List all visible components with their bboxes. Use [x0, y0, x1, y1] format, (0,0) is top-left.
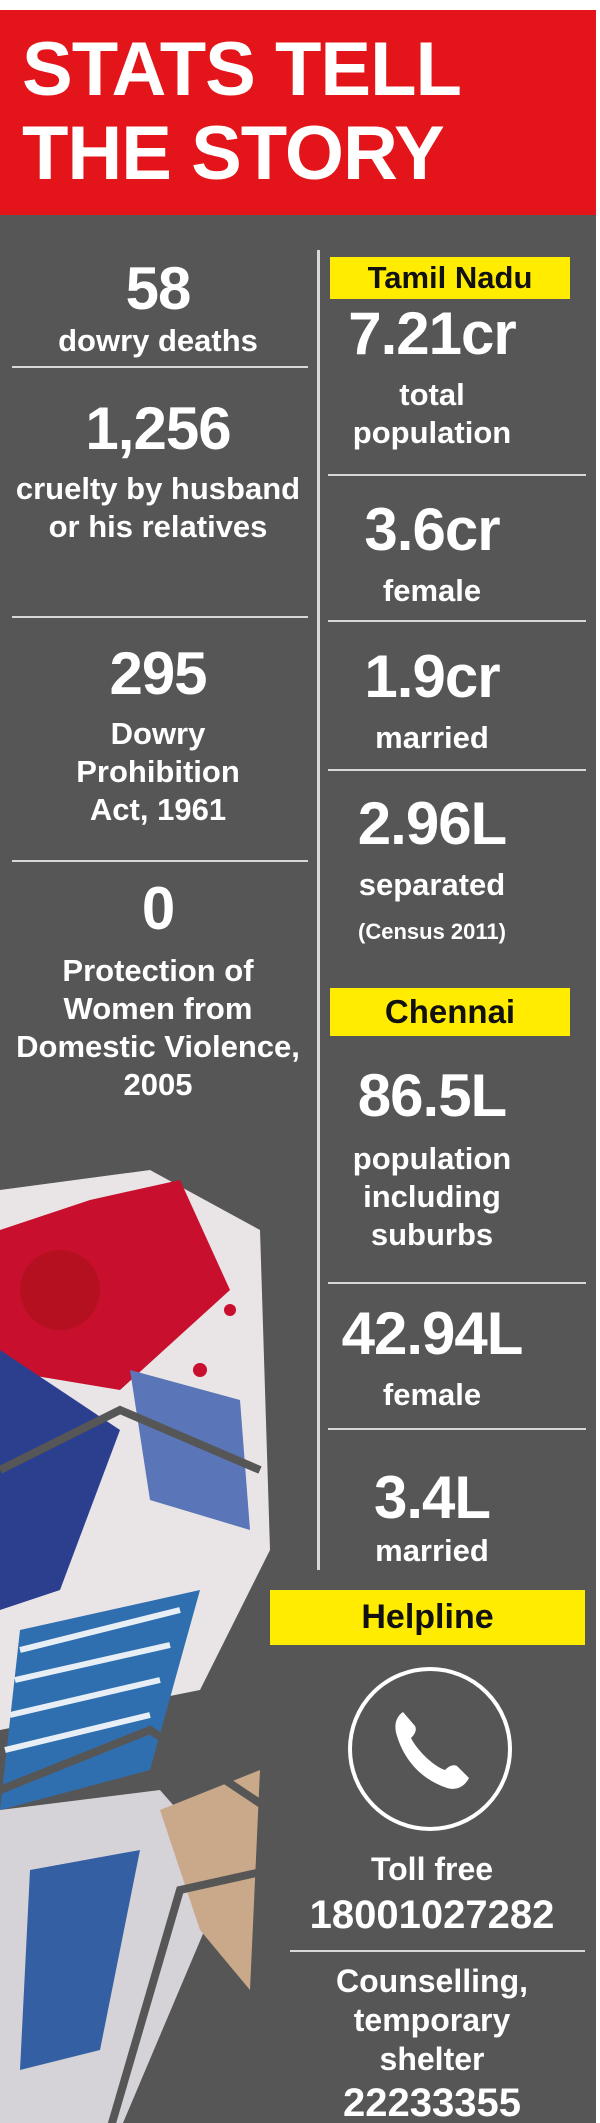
section-heading: Chennai	[330, 988, 570, 1036]
stat-label: population including suburbs	[352, 1141, 512, 1252]
helpline-number: 22233355	[343, 2081, 521, 2123]
rule	[328, 1282, 586, 1284]
phone-icon	[348, 1667, 512, 1831]
stat-label: separated	[358, 867, 506, 902]
rule	[328, 1428, 586, 1430]
stat-label: Dowry Prohibition Act, 1961	[76, 716, 240, 827]
stat-label: dowry deaths	[58, 323, 258, 358]
stat-value: 2.96L	[357, 790, 507, 857]
stat-value: 3.4L	[373, 1464, 491, 1531]
header: STATS TELL THE STORY	[0, 10, 596, 215]
stat-label: married	[375, 720, 489, 755]
rule	[328, 769, 586, 771]
stat-value: 42.94L	[341, 1300, 524, 1367]
section-heading: Tamil Nadu	[330, 257, 570, 299]
stat-value: 295	[109, 640, 207, 707]
note: (Census 2011)	[358, 919, 506, 944]
stat-value: 0	[141, 875, 175, 942]
stat-value: 1.9cr	[364, 643, 500, 710]
helpline-number: 18001027282	[309, 1893, 555, 1937]
stat-label: married	[375, 1533, 489, 1568]
helpline-label: Counselling, temporary shelter	[336, 1963, 528, 2077]
section-heading: Helpline	[270, 1590, 585, 1645]
stat-value: 86.5L	[357, 1062, 507, 1129]
divider	[317, 250, 320, 1570]
stat-label: female	[382, 573, 482, 608]
stat-label: female	[382, 1377, 482, 1412]
stat-label: Protection of Women from Domestic Violen…	[16, 953, 300, 1102]
rule	[328, 474, 586, 476]
helpline-label: Toll free	[370, 1851, 494, 1887]
stat-label: cruelty by husband or his relatives	[15, 471, 301, 544]
title: STATS TELL THE STORY	[22, 27, 461, 196]
stat-value: 1,256	[85, 395, 231, 462]
rule	[328, 620, 586, 622]
rule	[12, 860, 308, 862]
stat-value: 7.21cr	[348, 300, 516, 367]
rule	[290, 1950, 585, 1952]
illustration	[0, 1170, 270, 2123]
stat-value: 3.6cr	[364, 496, 500, 563]
stat-value: 58	[125, 255, 192, 322]
stat-label: total population	[352, 377, 512, 450]
rule	[12, 616, 308, 618]
rule	[12, 366, 308, 368]
